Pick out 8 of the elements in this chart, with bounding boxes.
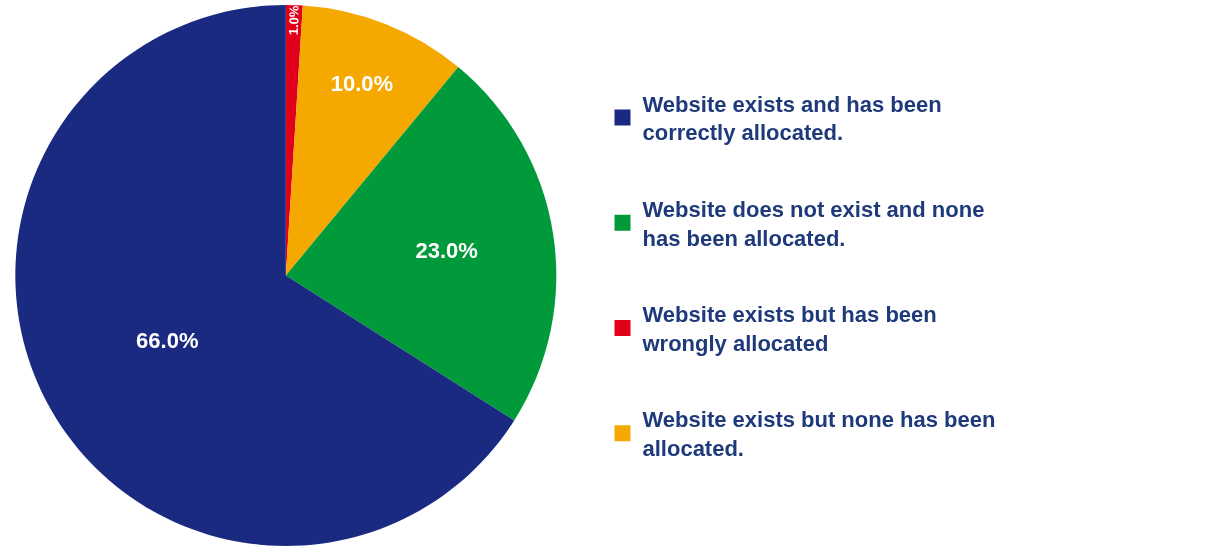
legend-label: Website does not exist and none has been allocated. bbox=[642, 197, 985, 251]
data-label: 10.0% bbox=[330, 70, 394, 96]
legend-label: Website exists and has been correctly allocated. bbox=[642, 91, 942, 146]
data-label: 23.0% bbox=[415, 237, 478, 263]
legend-label: Website exists but has been wrongly allocated bbox=[641, 302, 937, 356]
legend-label: Website exists but none has been allocated. bbox=[642, 407, 996, 462]
data-label: 1.0% bbox=[285, 4, 302, 36]
data-label: 66.0% bbox=[136, 328, 199, 354]
